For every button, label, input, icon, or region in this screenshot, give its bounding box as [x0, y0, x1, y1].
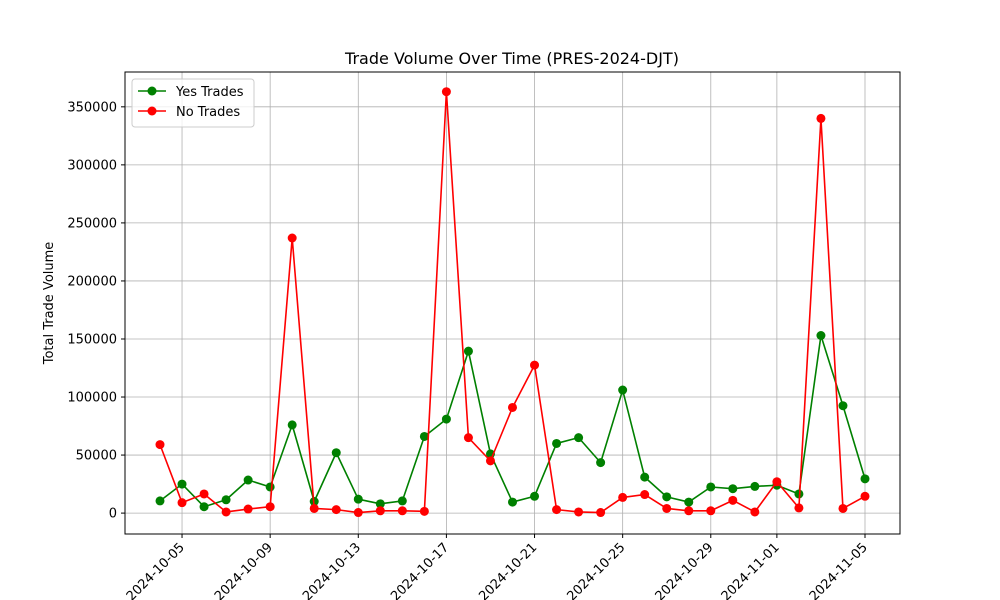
- y-tick-label: 200000: [67, 274, 117, 289]
- no-trades-point: [331, 505, 341, 515]
- legend-yes-marker: [147, 86, 157, 96]
- yes-trades-point: [596, 458, 606, 468]
- no-trades-point: [772, 477, 782, 487]
- y-tick-label: 250000: [67, 216, 117, 231]
- yes-trades-point: [574, 433, 584, 443]
- yes-trades-point: [221, 495, 231, 505]
- no-trades-point: [750, 507, 760, 517]
- yes-trades-point: [331, 448, 341, 458]
- no-trades-point: [485, 456, 495, 466]
- no-trades-point: [441, 87, 451, 97]
- yes-trades-point: [265, 482, 275, 492]
- y-axis-label: Total Trade Volume: [42, 242, 57, 366]
- no-trades-point: [508, 402, 517, 412]
- no-trades-point: [662, 503, 672, 513]
- y-tick-label: 0: [109, 507, 117, 522]
- yes-trades-point: [706, 482, 716, 492]
- no-trades-point: [155, 440, 165, 450]
- y-tick-label: 350000: [67, 100, 117, 115]
- yes-trades-point: [353, 494, 363, 504]
- no-trades-point: [265, 502, 275, 512]
- no-trades-point: [860, 491, 870, 501]
- no-trades-point: [794, 503, 804, 513]
- no-trades-point: [375, 506, 385, 516]
- no-trades-point: [618, 492, 628, 502]
- no-trades-point: [530, 360, 540, 370]
- no-trades-point: [640, 490, 650, 500]
- yes-trades-point: [375, 499, 385, 509]
- legend-no-label: No Trades: [176, 105, 240, 120]
- no-trades-point: [397, 506, 407, 516]
- plot-area-frame: [124, 71, 901, 535]
- no-trades-point: [177, 498, 187, 508]
- no-trades-point: [419, 506, 429, 516]
- yes-trades-point: [243, 475, 253, 485]
- yes-trades-point: [199, 502, 209, 512]
- no-trades-point: [574, 507, 584, 517]
- yes-trades-point: [441, 414, 451, 424]
- series-layer: [155, 87, 870, 518]
- no-trades-series: [155, 87, 870, 518]
- yes-trades-point: [662, 492, 672, 502]
- y-tick-label: 300000: [67, 158, 117, 173]
- yes-trades-point: [552, 438, 562, 448]
- yes-trades-point: [287, 420, 297, 430]
- yes-trades-point: [177, 479, 187, 489]
- no-trades-point: [706, 506, 716, 516]
- no-trades-point: [552, 505, 562, 515]
- y-axis: 0 50000 100000 150000 200000 250000 300000 3500…: [67, 100, 125, 522]
- chart-title: Trade Volume Over Time (PRES-2024-DJT): [344, 49, 679, 68]
- y-tick-label: 50000: [76, 449, 117, 464]
- legend-no-marker: [147, 106, 157, 116]
- legend: Yes Trades No Trades: [131, 78, 255, 128]
- yes-trades-point: [728, 484, 738, 494]
- yes-trades-point: [419, 431, 429, 441]
- no-trades-point: [221, 507, 231, 517]
- no-trades-point: [353, 508, 363, 518]
- yes-trades-point: [155, 496, 165, 506]
- legend-yes-label: Yes Trades: [175, 85, 244, 100]
- yes-trades-point: [463, 346, 473, 356]
- yes-trades-point: [750, 481, 760, 491]
- yes-trades-point: [816, 331, 826, 341]
- no-trades-point: [728, 495, 738, 505]
- yes-trades-point: [508, 497, 517, 507]
- no-trades-point: [243, 504, 253, 514]
- no-trades-point: [596, 508, 606, 518]
- yes-trades-point: [640, 472, 650, 482]
- no-trades-point: [309, 503, 319, 513]
- no-trades-point: [684, 506, 694, 516]
- yes-trades-point: [530, 491, 540, 501]
- no-trades-point: [287, 233, 297, 243]
- no-trades-point: [838, 503, 848, 513]
- no-trades-point: [463, 433, 473, 443]
- yes-trades-series: [155, 331, 870, 512]
- yes-trades-point: [618, 385, 628, 395]
- yes-trades-point: [860, 474, 870, 484]
- yes-trades-point: [397, 496, 407, 506]
- no-trades-point: [199, 489, 209, 499]
- y-tick-label: 150000: [67, 332, 117, 347]
- y-tick-label: 100000: [67, 391, 117, 406]
- yes-trades-point: [838, 401, 848, 411]
- no-trades-point: [816, 113, 826, 123]
- yes-trades-point: [684, 497, 694, 507]
